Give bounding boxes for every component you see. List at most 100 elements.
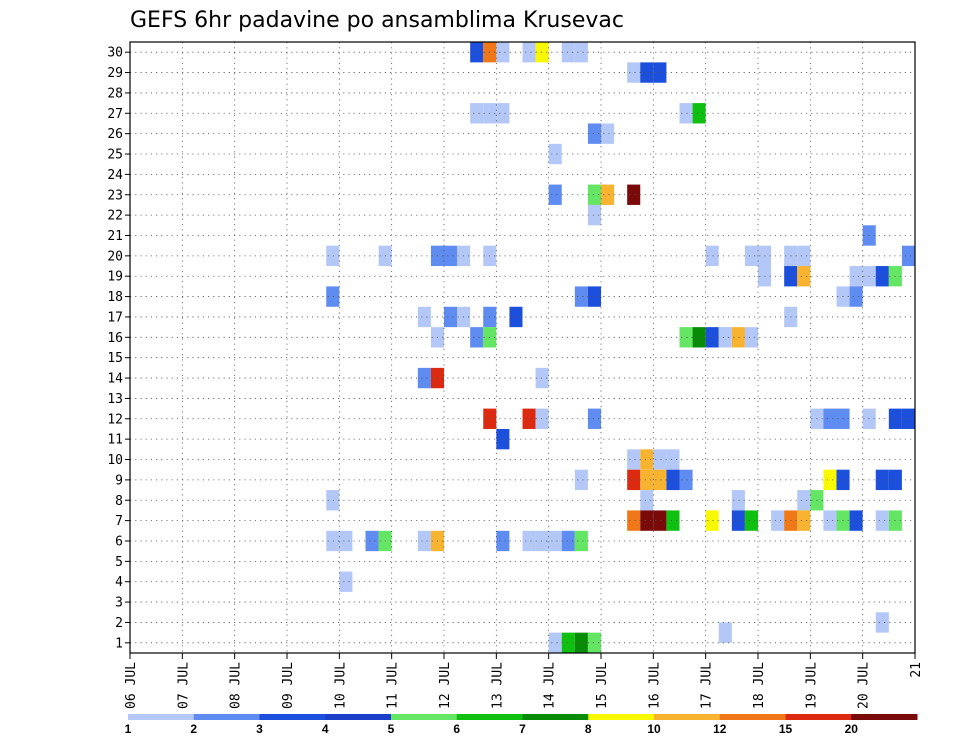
heatmap-cell bbox=[679, 469, 693, 491]
heatmap-cell bbox=[574, 42, 588, 63]
heatmap-cell bbox=[326, 530, 340, 552]
heatmap-cell bbox=[875, 510, 889, 531]
heatmap-cell bbox=[797, 510, 811, 531]
x-tick-label: 21 bbox=[909, 662, 924, 678]
heatmap-cell bbox=[535, 42, 549, 63]
y-tick-label: 16 bbox=[107, 331, 123, 346]
heatmap-cell bbox=[496, 530, 510, 552]
heatmap-cell bbox=[718, 622, 732, 643]
heatmap-cell bbox=[692, 103, 706, 124]
x-tick-label: 18 JUL bbox=[752, 662, 767, 709]
y-tick-label: 12 bbox=[107, 412, 123, 427]
heatmap-cell bbox=[744, 245, 758, 267]
heatmap-cell bbox=[326, 490, 340, 511]
heatmap-cell bbox=[496, 103, 510, 124]
y-tick-label: 10 bbox=[107, 453, 123, 468]
heatmap-cell bbox=[718, 327, 732, 348]
heatmap-cell bbox=[587, 632, 601, 653]
y-tick-label: 6 bbox=[115, 534, 123, 549]
x-tick-label: 15 JUL bbox=[595, 662, 610, 709]
heatmap-cell bbox=[470, 327, 484, 348]
colorbar-label: 6 bbox=[453, 722, 460, 736]
heatmap-cell bbox=[666, 449, 680, 470]
colorbar-swatch bbox=[193, 714, 260, 720]
heatmap-cell bbox=[875, 612, 889, 633]
heatmap-cell bbox=[849, 266, 863, 287]
heatmap-cell bbox=[849, 286, 863, 307]
y-tick-label: 20 bbox=[107, 249, 123, 264]
heatmap-cell bbox=[365, 530, 379, 552]
heatmap-cell bbox=[417, 306, 431, 328]
heatmap-cell bbox=[627, 184, 641, 205]
heatmap-cell bbox=[823, 510, 837, 531]
y-tick-label: 27 bbox=[107, 107, 123, 122]
y-tick-label: 2 bbox=[115, 616, 123, 631]
heatmap-cell bbox=[640, 449, 654, 470]
heatmap-cell bbox=[692, 327, 706, 348]
heatmap-cell bbox=[731, 490, 745, 511]
heatmap-cell bbox=[417, 530, 431, 552]
heatmap-cell bbox=[574, 469, 588, 491]
heatmap-cell bbox=[574, 632, 588, 653]
colorbar: 1 2 3 4 5 6 7 8 10 12 15 20 bbox=[125, 714, 918, 736]
colorbar-label: 1 bbox=[125, 722, 132, 736]
y-tick-label: 22 bbox=[107, 209, 123, 224]
x-tick-label: 19 JUL bbox=[804, 662, 819, 709]
colorbar-swatch bbox=[654, 714, 721, 720]
heatmap-cell bbox=[574, 530, 588, 552]
heatmap-cell bbox=[797, 266, 811, 287]
heatmap-cell bbox=[326, 245, 340, 267]
heatmap-cell bbox=[339, 571, 353, 592]
x-tick-label: 10 JUL bbox=[333, 662, 348, 709]
colorbar-label: 8 bbox=[585, 722, 592, 736]
heatmap-cell bbox=[797, 245, 811, 267]
x-tick-label: 13 JUL bbox=[490, 662, 505, 709]
heatmap-cell bbox=[771, 510, 785, 531]
y-tick-label: 14 bbox=[107, 372, 123, 387]
heatmap-cell bbox=[679, 327, 693, 348]
plot-frame bbox=[129, 41, 916, 654]
heatmap-cell bbox=[666, 510, 680, 531]
y-tick-label: 21 bbox=[107, 229, 123, 244]
heatmap-cell bbox=[444, 306, 458, 328]
colorbar-label: 12 bbox=[713, 722, 727, 736]
x-tick-label: 14 JUL bbox=[543, 662, 558, 709]
heatmap-cell bbox=[561, 530, 575, 552]
y-tick-label: 9 bbox=[115, 473, 123, 488]
heatmap-cell bbox=[640, 490, 654, 511]
heatmap-cell bbox=[587, 123, 601, 144]
heatmap-cell bbox=[640, 469, 654, 491]
heatmap-cell bbox=[640, 510, 654, 531]
x-tick-label: 17 JUL bbox=[700, 662, 715, 709]
heatmap-cell bbox=[535, 530, 549, 552]
x-tick-label: 07 JUL bbox=[176, 662, 191, 709]
x-tick-label: 09 JUL bbox=[281, 662, 296, 709]
heatmap-cell bbox=[640, 62, 654, 83]
heatmap-cell bbox=[601, 123, 615, 144]
heatmap-cell bbox=[653, 62, 667, 83]
colorbar-swatch bbox=[851, 714, 918, 720]
colorbar-swatch bbox=[325, 714, 392, 720]
colorbar-swatch bbox=[785, 714, 852, 720]
heatmap-cell bbox=[797, 490, 811, 511]
colorbar-label: 5 bbox=[388, 722, 395, 736]
y-tick-label: 19 bbox=[107, 270, 123, 285]
colorbar-swatch bbox=[588, 714, 655, 720]
heatmap-cell bbox=[548, 530, 562, 552]
chart-title: GEFS 6hr padavine po ansamblima Krusevac bbox=[130, 8, 624, 33]
heatmap-cell bbox=[823, 408, 837, 429]
y-tick-label: 28 bbox=[107, 86, 123, 101]
heatmap-cell bbox=[470, 103, 484, 124]
colorbar-swatch bbox=[719, 714, 786, 720]
heatmap-cell bbox=[587, 408, 601, 429]
y-tick-label: 25 bbox=[107, 148, 123, 163]
colorbar-swatch bbox=[128, 714, 195, 720]
colorbar-label: 10 bbox=[647, 722, 661, 736]
heatmap-cell bbox=[744, 510, 758, 531]
heatmap-cell bbox=[627, 449, 641, 470]
heatmap-cell bbox=[627, 469, 641, 491]
heatmap-cell bbox=[548, 184, 562, 205]
colorbar-label: 4 bbox=[322, 722, 329, 736]
heatmap-cell bbox=[561, 632, 575, 653]
